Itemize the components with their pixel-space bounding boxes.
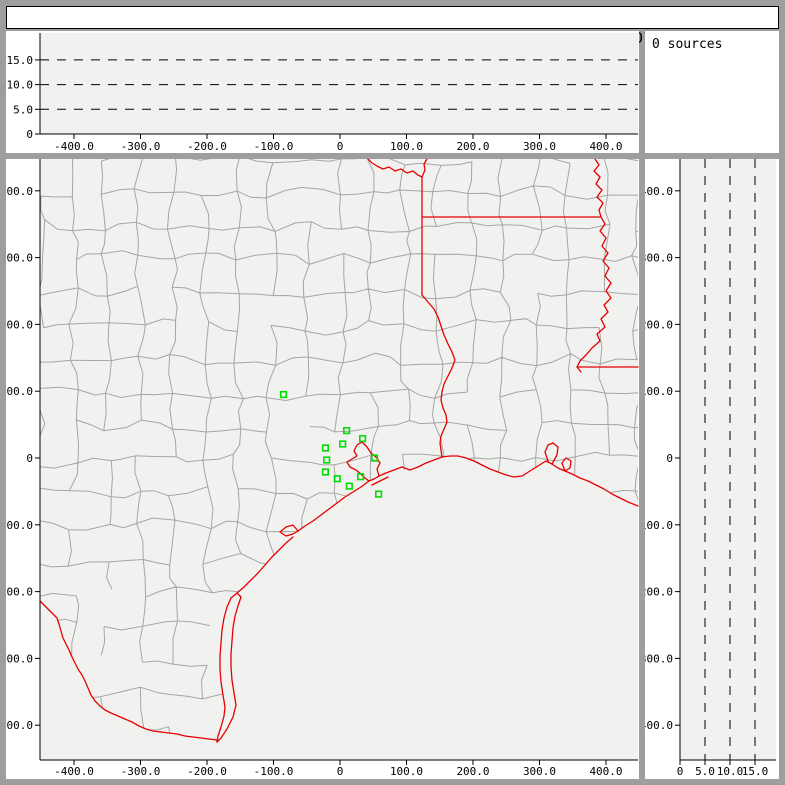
alt-ns-y-tick-label: -300.0 bbox=[645, 652, 673, 665]
alt-ew-y-tick-label: 5.0 bbox=[13, 103, 33, 116]
altitude-ns-panel: 400.0 300.0 200.0 100.0 0 -100.0 -200.0 -300.0 -… bbox=[645, 159, 779, 779]
state-border-line bbox=[441, 455, 639, 507]
map-y-tick-label: -200.0 bbox=[6, 586, 33, 599]
state-border-line bbox=[346, 441, 381, 482]
map-x-tick-label: 200.0 bbox=[456, 765, 489, 778]
alt-ew-plot-background bbox=[40, 33, 638, 134]
lma-station-marker bbox=[356, 473, 365, 481]
state-border-line bbox=[544, 442, 559, 465]
lma-station-marker bbox=[358, 434, 367, 443]
sources-count-panel: 0 sources bbox=[645, 31, 779, 153]
state-border-line bbox=[378, 456, 443, 477]
alt-ew-x-tick-label: 300.0 bbox=[523, 140, 556, 153]
map-x-tick-label: -100.0 bbox=[254, 765, 294, 778]
state-border-line bbox=[216, 592, 242, 743]
alt-ns-x-tick-label: 5.0 bbox=[695, 765, 715, 778]
state-border-line bbox=[561, 457, 572, 472]
alt-ns-plot-background bbox=[680, 159, 776, 760]
alt-ew-y-tick-label: 15.0 bbox=[7, 54, 34, 67]
sources-count-label: 0 sources bbox=[652, 37, 723, 52]
lma-station-marker bbox=[321, 444, 330, 452]
alt-ns-y-tick-label: -100.0 bbox=[645, 519, 673, 532]
map-plot-background bbox=[40, 159, 638, 760]
alt-ew-x-tick-label: -100.0 bbox=[254, 140, 294, 153]
alt-ew-x-tick-label: 200.0 bbox=[456, 140, 489, 153]
state-border-line bbox=[371, 476, 389, 486]
lma-station-marker bbox=[342, 426, 351, 435]
alt-ns-y-tick-label: 100.0 bbox=[645, 385, 673, 398]
map-x-tick-label: -200.0 bbox=[187, 765, 227, 778]
alt-ew-x-tick-label: 0 bbox=[337, 140, 344, 153]
state-border-line bbox=[39, 600, 218, 743]
lma-station-marker bbox=[321, 468, 330, 476]
state-borders bbox=[39, 159, 639, 743]
alt-ns-y-tick-label: 200.0 bbox=[645, 318, 673, 331]
lma-station-marker bbox=[374, 490, 383, 498]
state-border-line bbox=[576, 159, 612, 373]
map-y-tick-label: -100.0 bbox=[6, 519, 33, 532]
map-x-tick-label: -300.0 bbox=[121, 765, 161, 778]
map-y-tick-label: 200.0 bbox=[6, 318, 33, 331]
alt-ew-x-tick-label: -400.0 bbox=[54, 140, 94, 153]
alt-ns-x-tick-label: 15.0 bbox=[742, 765, 769, 778]
lma-station-marker bbox=[279, 390, 288, 399]
alt-ns-y-tick-label: 0 bbox=[666, 452, 673, 465]
map-plot[interactable]: 400.0 300.0 200.0 100.0 0 -100.0 -200.0 -300.0 -… bbox=[6, 159, 639, 779]
state-border-line bbox=[279, 524, 299, 537]
map-y-tick-label: 400.0 bbox=[6, 185, 33, 198]
altitude-ns-plot[interactable]: 400.0 300.0 200.0 100.0 0 -100.0 -200.0 -300.0 -… bbox=[645, 159, 779, 779]
station-markers bbox=[279, 390, 383, 498]
lma-station-marker bbox=[345, 482, 353, 490]
map-x-tick-label: 300.0 bbox=[523, 765, 556, 778]
map-panel: 400.0 300.0 200.0 100.0 0 -100.0 -200.0 -300.0 -… bbox=[6, 159, 639, 779]
alt-ew-x-tick-label: -300.0 bbox=[121, 140, 161, 153]
map-x-tick-label: 100.0 bbox=[390, 765, 423, 778]
alt-ns-x-tick-label: 10.0 bbox=[717, 765, 744, 778]
lma-station-marker bbox=[339, 440, 347, 448]
map-x-tick-label: 0 bbox=[337, 765, 344, 778]
alt-ew-x-tick-label: -200.0 bbox=[187, 140, 227, 153]
lma-station-marker bbox=[323, 456, 331, 464]
map-y-tick-label: -400.0 bbox=[6, 719, 33, 732]
state-border-line bbox=[297, 480, 370, 532]
map-x-tick-label: -400.0 bbox=[54, 765, 94, 778]
alt-ns-y-tick-label: 300.0 bbox=[645, 252, 673, 265]
alt-ew-x-tick-label: 100.0 bbox=[390, 140, 423, 153]
map-x-tick-label: 400.0 bbox=[589, 765, 622, 778]
alt-ew-y-tick-label: 10.0 bbox=[7, 79, 34, 92]
map-y-tick-label: 100.0 bbox=[6, 385, 33, 398]
alt-ns-x-tick-label: 0 bbox=[677, 765, 684, 778]
map-y-tick-label: 0 bbox=[26, 452, 33, 465]
alt-ns-y-tick-label: -400.0 bbox=[645, 719, 673, 732]
alt-ns-y-tick-label: -200.0 bbox=[645, 586, 673, 599]
altitude-ew-panel: 15.0 10.0 5.0 0 -400.0 -300.0 -200.0 -100.0 0 100… bbox=[6, 31, 639, 153]
alt-ew-x-tick-label: 400.0 bbox=[589, 140, 622, 153]
state-border-line bbox=[367, 159, 423, 178]
state-border-line bbox=[216, 597, 232, 743]
state-border-line bbox=[230, 536, 294, 599]
state-border-line bbox=[421, 294, 456, 458]
title-bar: Houston Lightning Mapping Array 1600-170… bbox=[6, 6, 779, 47]
alt-ew-y-tick-label: 0 bbox=[26, 128, 33, 141]
lma-station-marker bbox=[333, 475, 341, 483]
alt-ns-y-tick-label: 400.0 bbox=[645, 185, 673, 198]
state-border-line bbox=[421, 159, 428, 178]
map-y-tick-label: -300.0 bbox=[6, 652, 33, 665]
map-y-tick-label: 300.0 bbox=[6, 252, 33, 265]
lma-station-marker bbox=[370, 454, 379, 462]
altitude-ew-plot[interactable]: 15.0 10.0 5.0 0 -400.0 -300.0 -200.0 -100.0 0 100… bbox=[6, 31, 639, 153]
